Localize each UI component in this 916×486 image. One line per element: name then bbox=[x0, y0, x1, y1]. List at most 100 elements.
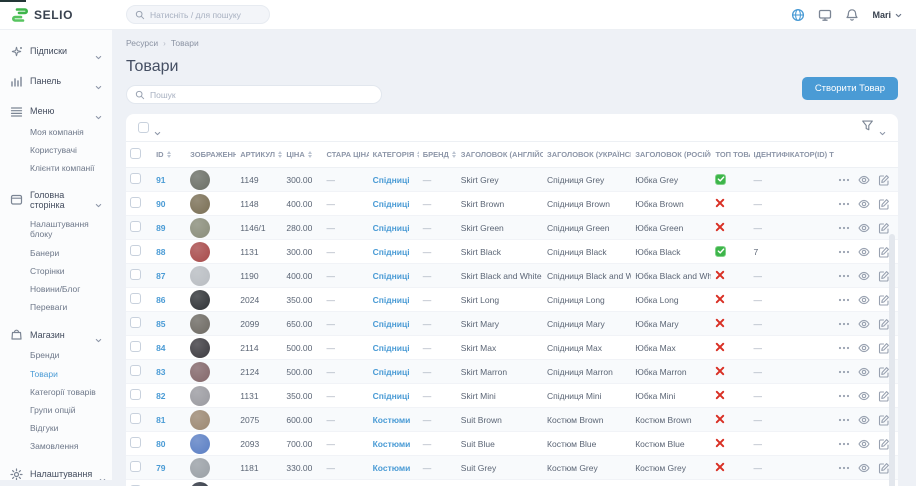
category-link[interactable]: Спідниці bbox=[369, 360, 419, 384]
more-actions-icon[interactable] bbox=[838, 414, 850, 426]
product-image[interactable] bbox=[190, 362, 210, 382]
category-link[interactable]: Спідниці bbox=[369, 336, 419, 360]
product-id-link[interactable]: 81 bbox=[152, 408, 186, 432]
more-actions-icon[interactable] bbox=[838, 318, 850, 330]
view-icon[interactable] bbox=[858, 174, 870, 186]
more-actions-icon[interactable] bbox=[838, 438, 850, 450]
product-id-link[interactable]: 84 bbox=[152, 336, 186, 360]
more-actions-icon[interactable] bbox=[838, 294, 850, 306]
sidebar-item-bag[interactable]: Магазин bbox=[8, 323, 104, 346]
row-checkbox[interactable] bbox=[130, 389, 141, 400]
sidebar-subitem[interactable]: Банери bbox=[30, 244, 104, 262]
product-id-link[interactable]: 82 bbox=[152, 384, 186, 408]
more-actions-icon[interactable] bbox=[838, 174, 850, 186]
more-actions-icon[interactable] bbox=[838, 246, 850, 258]
edit-icon[interactable] bbox=[878, 174, 890, 186]
more-actions-icon[interactable] bbox=[838, 198, 850, 210]
edit-icon[interactable] bbox=[878, 366, 890, 378]
category-link[interactable]: Спідниці bbox=[369, 264, 419, 288]
sidebar-subitem[interactable]: Групи опцій bbox=[30, 401, 104, 419]
more-actions-icon[interactable] bbox=[838, 222, 850, 234]
row-checkbox[interactable] bbox=[130, 437, 141, 448]
row-checkbox[interactable] bbox=[130, 317, 141, 328]
sidebar-subitem[interactable]: Клієнти компанії bbox=[30, 159, 104, 177]
view-icon[interactable] bbox=[858, 318, 870, 330]
table-scrollbar[interactable] bbox=[889, 234, 895, 486]
sidebar-subitem[interactable]: Категорії товарів bbox=[30, 383, 104, 401]
table-search[interactable] bbox=[126, 85, 382, 104]
category-link[interactable]: Костюми bbox=[369, 408, 419, 432]
sidebar-subitem[interactable]: Новини/Блог bbox=[30, 280, 104, 298]
more-actions-icon[interactable] bbox=[838, 270, 850, 282]
user-menu[interactable]: Mari bbox=[872, 10, 902, 20]
row-checkbox[interactable] bbox=[130, 461, 141, 472]
row-checkbox[interactable] bbox=[130, 148, 141, 159]
global-search[interactable] bbox=[126, 5, 270, 24]
column-header[interactable]: КАТЕГОРІЯ bbox=[369, 142, 419, 168]
product-id-link[interactable]: 78 bbox=[152, 480, 186, 486]
product-image[interactable] bbox=[190, 266, 210, 286]
product-image[interactable] bbox=[190, 386, 210, 406]
sidebar-item-gear[interactable]: Налаштування bbox=[8, 463, 104, 481]
sort-icon[interactable] bbox=[278, 151, 282, 158]
column-header[interactable]: АРТИКУЛ bbox=[236, 142, 282, 168]
edit-icon[interactable] bbox=[878, 414, 890, 426]
more-actions-icon[interactable] bbox=[838, 342, 850, 354]
sort-icon[interactable] bbox=[308, 151, 312, 158]
monitor-icon[interactable] bbox=[818, 8, 832, 22]
product-image[interactable] bbox=[190, 290, 210, 310]
view-icon[interactable] bbox=[858, 198, 870, 210]
category-link[interactable]: Спідниці bbox=[369, 216, 419, 240]
category-link[interactable]: Спідниці bbox=[369, 240, 419, 264]
product-id-link[interactable]: 88 bbox=[152, 240, 186, 264]
row-checkbox[interactable] bbox=[130, 221, 141, 232]
row-checkbox[interactable] bbox=[130, 365, 141, 376]
category-link[interactable]: Костюми bbox=[369, 432, 419, 456]
create-product-button[interactable]: Створити Товар bbox=[802, 77, 898, 100]
chevron-down-icon[interactable] bbox=[154, 124, 161, 131]
edit-icon[interactable] bbox=[878, 318, 890, 330]
product-id-link[interactable]: 87 bbox=[152, 264, 186, 288]
sidebar-subitem[interactable]: Бренди bbox=[30, 346, 104, 364]
edit-icon[interactable] bbox=[878, 270, 890, 282]
row-checkbox[interactable] bbox=[130, 413, 141, 424]
view-icon[interactable] bbox=[858, 342, 870, 354]
category-link[interactable]: Спідниці bbox=[369, 384, 419, 408]
row-checkbox[interactable] bbox=[130, 341, 141, 352]
sidebar-subitem[interactable]: Моя компанія bbox=[30, 123, 104, 141]
global-search-input[interactable] bbox=[150, 10, 260, 20]
sort-icon[interactable] bbox=[167, 151, 171, 158]
view-icon[interactable] bbox=[858, 390, 870, 402]
product-id-link[interactable]: 86 bbox=[152, 288, 186, 312]
view-icon[interactable] bbox=[858, 438, 870, 450]
sidebar-item-page[interactable]: Головна сторінка bbox=[8, 185, 104, 216]
edit-icon[interactable] bbox=[878, 222, 890, 234]
edit-icon[interactable] bbox=[878, 294, 890, 306]
sidebar-item-menu[interactable]: Меню bbox=[8, 100, 104, 123]
breadcrumb-item-products[interactable]: Товари bbox=[171, 38, 199, 48]
product-id-link[interactable]: 91 bbox=[152, 168, 186, 192]
app-logo[interactable]: SELIO bbox=[0, 7, 112, 23]
column-header[interactable]: ID bbox=[152, 142, 186, 168]
row-checkbox[interactable] bbox=[130, 245, 141, 256]
view-icon[interactable] bbox=[858, 222, 870, 234]
product-image[interactable] bbox=[190, 218, 210, 238]
view-icon[interactable] bbox=[858, 294, 870, 306]
edit-icon[interactable] bbox=[878, 198, 890, 210]
column-header[interactable]: БРЕНД bbox=[419, 142, 457, 168]
product-image[interactable] bbox=[190, 314, 210, 334]
bell-icon[interactable] bbox=[845, 8, 859, 22]
edit-icon[interactable] bbox=[878, 342, 890, 354]
sidebar-subitem[interactable]: Налаштування блоку bbox=[30, 215, 104, 243]
product-image[interactable] bbox=[190, 434, 210, 454]
column-header[interactable]: ЦІНА bbox=[282, 142, 322, 168]
view-icon[interactable] bbox=[858, 270, 870, 282]
edit-icon[interactable] bbox=[878, 462, 890, 474]
product-id-link[interactable]: 85 bbox=[152, 312, 186, 336]
sidebar-subitem[interactable]: Користувачі bbox=[30, 141, 104, 159]
category-link[interactable]: Костюми bbox=[369, 456, 419, 480]
product-image[interactable] bbox=[190, 458, 210, 478]
product-image[interactable] bbox=[190, 170, 210, 190]
row-checkbox[interactable] bbox=[130, 293, 141, 304]
edit-icon[interactable] bbox=[878, 438, 890, 450]
